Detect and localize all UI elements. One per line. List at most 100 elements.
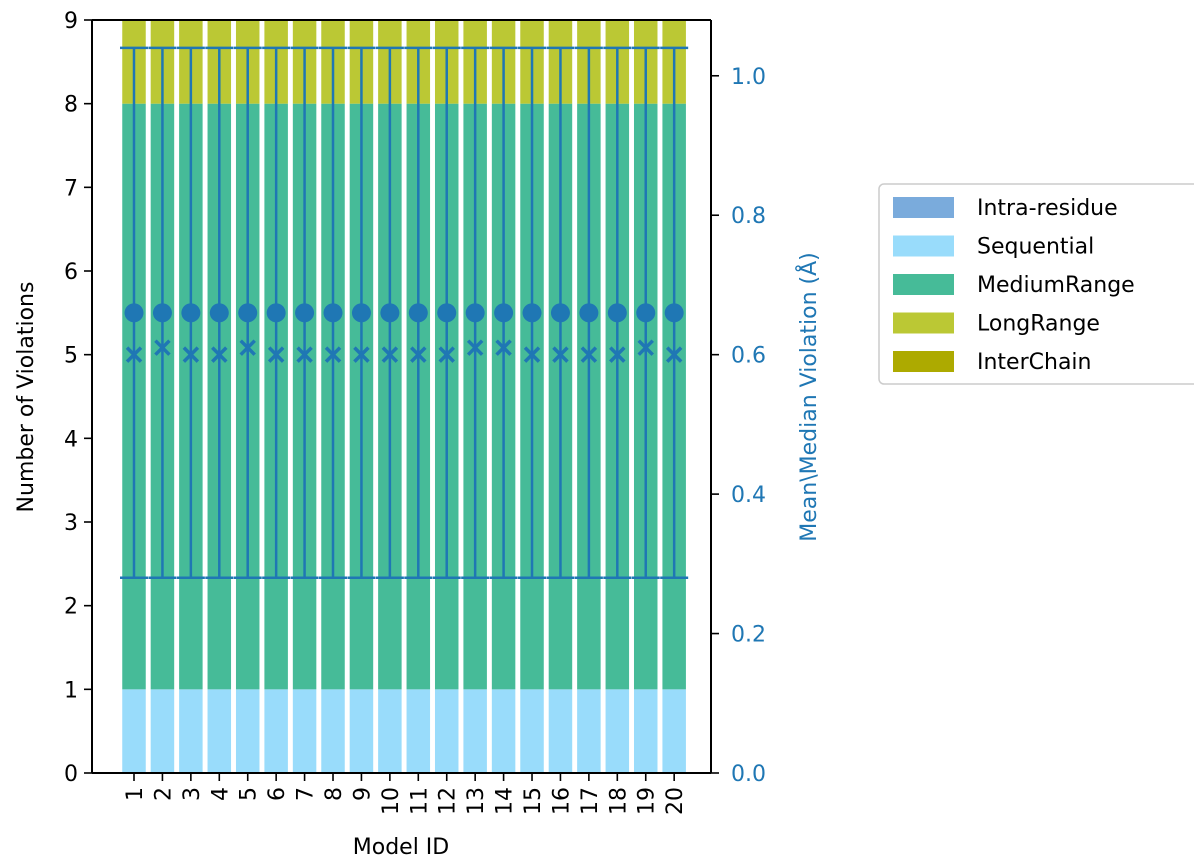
y-tick-label: 8	[64, 93, 78, 118]
median-marker-17	[580, 346, 598, 363]
bar-9-series-1	[349, 689, 374, 773]
x-tick-label: 19	[635, 787, 660, 815]
legend-swatch-1	[893, 235, 954, 257]
x-tick-label: 7	[294, 787, 319, 801]
x-tick-label: 18	[606, 787, 631, 815]
median-marker-stroke-b	[438, 346, 455, 363]
y2-tick-label: 1.0	[731, 65, 766, 90]
mean-marker-18	[607, 303, 627, 323]
y2-axis-label: Mean\Median Violation (Å)	[795, 252, 822, 541]
bar-8-series-1	[321, 689, 345, 773]
mean-marker-9	[351, 303, 371, 323]
mean-marker-4	[209, 303, 229, 323]
median-marker-3	[182, 346, 200, 363]
median-marker-stroke-b	[154, 339, 171, 356]
mean-marker-20	[664, 303, 684, 323]
median-marker-7	[296, 346, 313, 363]
x-tick-label: 16	[549, 787, 574, 815]
bar-5-series-1	[235, 689, 260, 773]
legend-swatch-3	[893, 312, 954, 334]
x-tick-label: 17	[578, 787, 603, 815]
mean-marker-14	[494, 303, 514, 323]
bar-15-series-1	[520, 689, 544, 773]
median-marker-stroke-b	[552, 346, 569, 363]
median-marker-stroke-b	[353, 346, 370, 363]
median-marker-10	[381, 346, 399, 363]
y-tick-label: 4	[64, 427, 78, 452]
median-marker-stroke-b	[125, 346, 143, 363]
x-tick-label: 14	[493, 787, 518, 815]
median-marker-14	[495, 339, 512, 356]
y2-tick-label: 0.2	[731, 623, 766, 648]
median-marker-1	[125, 346, 143, 363]
x-axis-label: Model ID	[353, 835, 449, 858]
mean-marker-3	[181, 303, 201, 323]
median-marker-13	[466, 339, 484, 356]
median-marker-stroke-b	[609, 346, 626, 363]
median-marker-15	[523, 346, 541, 363]
median-marker-stroke-b	[239, 339, 256, 356]
mean-marker-13	[465, 303, 485, 323]
y-tick-label: 7	[64, 176, 78, 201]
median-marker-5	[239, 339, 256, 356]
bar-7-series-1	[292, 689, 317, 773]
median-marker-stroke-b	[466, 339, 484, 356]
x-tick-label: 4	[208, 787, 233, 801]
mean-marker-8	[323, 303, 343, 323]
legend-entry: InterChain	[977, 350, 1091, 375]
median-marker-stroke-b	[182, 346, 200, 363]
bar-12-series-1	[434, 689, 459, 773]
median-marker-stroke-b	[410, 346, 427, 363]
y-tick-label: 5	[64, 344, 78, 369]
median-marker-18	[609, 346, 626, 363]
x-tick-label: 9	[350, 787, 375, 801]
mean-marker-11	[408, 303, 428, 323]
error-bar-layer	[120, 46, 689, 580]
bar-20-series-1	[662, 689, 686, 773]
x-tick-label: 11	[407, 787, 432, 815]
y-tick-label: 3	[64, 511, 78, 536]
legend: Intra-residue Sequential MediumRange LongRa…	[878, 183, 1194, 385]
legend-swatch-2	[893, 274, 954, 295]
median-marker-stroke-b	[665, 346, 683, 363]
median-marker-stroke-b	[495, 339, 512, 356]
mean-marker-15	[522, 303, 542, 323]
mean-marker-2	[152, 303, 172, 323]
bar-10-series-1	[378, 689, 402, 773]
x-tick-label: 10	[379, 787, 404, 815]
mean-marker-7	[295, 303, 315, 323]
bar-19-series-1	[633, 689, 658, 773]
x-tick-label: 3	[180, 787, 205, 801]
y-tick-label: 9	[64, 9, 78, 34]
y-tick-label: 1	[64, 678, 78, 703]
x-tick-label: 8	[322, 787, 347, 801]
y2-tick-label: 0.6	[731, 344, 766, 369]
median-marker-stroke-b	[523, 346, 541, 363]
median-marker-stroke-b	[267, 346, 285, 363]
bar-2-series-1	[150, 689, 175, 773]
bar-11-series-1	[406, 689, 431, 773]
x-tick-label: 13	[464, 787, 489, 815]
median-marker-12	[438, 346, 455, 363]
y-tick-label: 2	[64, 595, 78, 620]
x-tick-label: 6	[265, 787, 290, 801]
bar-1-series-1	[122, 689, 146, 773]
median-marker-8	[324, 346, 342, 363]
legend-swatch-0	[893, 197, 954, 218]
bar-3-series-1	[179, 689, 203, 773]
bar-layer	[122, 20, 686, 773]
x-tick-label: 20	[663, 787, 688, 815]
median-marker-19	[637, 339, 654, 356]
y2-tick-label: 0.8	[731, 204, 766, 229]
mean-marker-16	[550, 303, 570, 323]
legend-swatch-4	[893, 351, 954, 372]
y2-tick-label: 0.0	[731, 762, 766, 787]
x-tick-label: 5	[237, 787, 262, 801]
median-marker-stroke-b	[580, 346, 598, 363]
mean-marker-12	[437, 303, 457, 323]
median-marker-4	[211, 346, 228, 363]
mean-marker-6	[266, 303, 286, 323]
legend-entry: Sequential	[977, 235, 1094, 260]
